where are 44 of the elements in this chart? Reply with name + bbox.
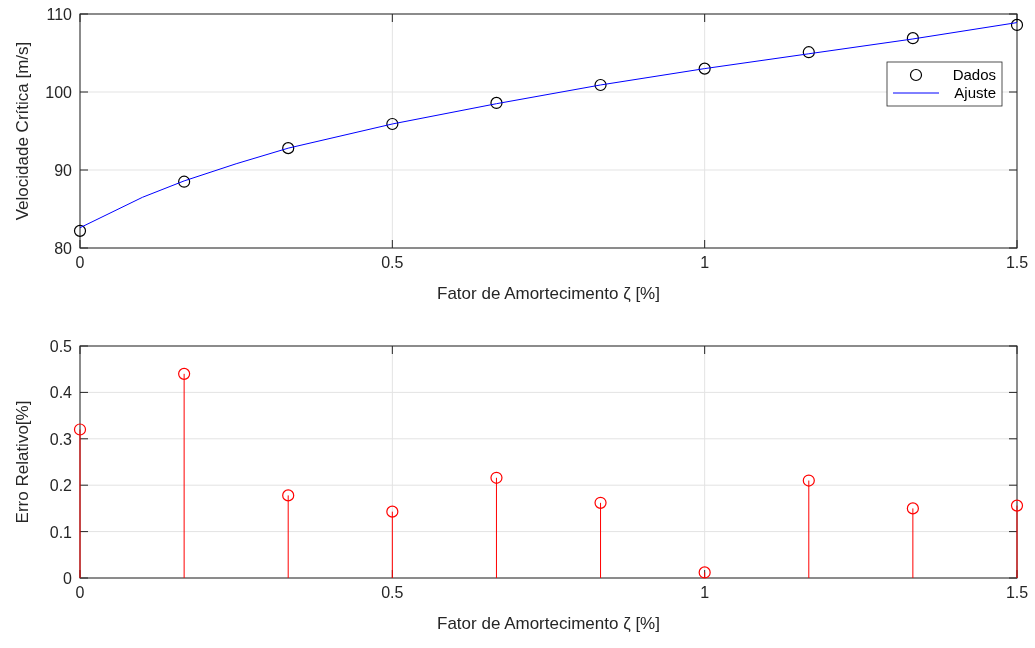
point [1010,18,1024,32]
x-tick-label: 0.5 [381,254,404,271]
y-tick-label: 0.3 [49,430,73,448]
x-tick-label: 0 [75,584,85,601]
point [1010,499,1024,512]
point [490,471,503,484]
point [490,96,503,110]
y-axis-title: Velocidade Crítica [m/s] [13,41,32,221]
point [73,224,87,237]
point [178,175,191,188]
point [906,502,919,515]
point [802,46,815,59]
x-tick-label: 0.5 [381,584,404,601]
legend-label: Dados [952,66,996,83]
point [594,496,607,509]
point [802,474,815,487]
point [73,423,87,436]
y-tick-label: 0 [63,570,73,587]
y-tick-label: 0.2 [49,477,73,495]
point [282,142,295,155]
y-tick-label: 110 [46,6,73,23]
x-axis-title: Fator de Amortecimento ζ [%] [437,614,660,633]
x-tick-label: 1 [700,584,710,601]
point [698,566,711,579]
x-tick-label: 1.5 [1005,584,1029,601]
legend-label: Ajuste [954,84,996,101]
x-tick-label: 1.5 [1005,254,1029,271]
y-tick-label: 80 [54,240,73,257]
x-axis-title: Fator de Amortecimento ζ [%] [437,284,660,303]
point [282,489,295,502]
y-axis-title: Erro Relativo[%] [13,400,32,524]
y-tick-label: 90 [54,162,73,179]
x-tick-label: 0 [75,254,85,271]
point [594,78,607,92]
point [386,117,399,131]
x-tick-label: 1 [700,254,710,271]
point [906,32,919,45]
point [178,367,191,380]
y-tick-label: 0.1 [49,523,73,541]
y-tick-label: 100 [45,84,73,101]
y-tick-label: 0.5 [49,338,73,355]
point [386,505,399,518]
point [698,62,711,75]
y-tick-label: 0.4 [49,384,73,402]
